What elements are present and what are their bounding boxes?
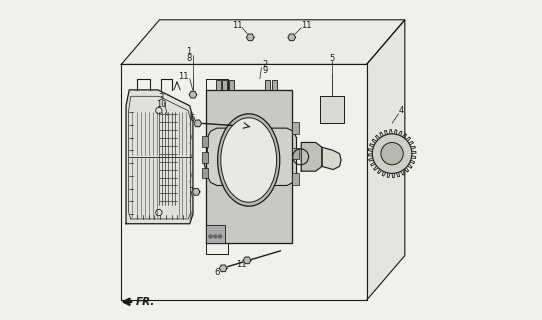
Bar [292, 148, 299, 159]
Bar [203, 168, 208, 179]
Text: 1: 1 [186, 47, 191, 56]
Bar [292, 173, 299, 185]
Text: 5: 5 [330, 53, 335, 62]
Text: 2: 2 [262, 60, 267, 69]
Bar [203, 152, 208, 163]
Text: 11: 11 [178, 72, 189, 81]
Bar [203, 136, 208, 147]
Circle shape [218, 234, 222, 239]
Polygon shape [288, 34, 295, 41]
Polygon shape [121, 20, 405, 64]
Polygon shape [194, 120, 202, 127]
Text: FR.: FR. [136, 297, 156, 307]
Text: 4: 4 [399, 106, 404, 115]
Circle shape [381, 142, 403, 165]
Bar [222, 80, 227, 90]
Text: 3: 3 [158, 93, 164, 102]
Text: 8: 8 [186, 53, 191, 62]
Bar [216, 80, 221, 90]
Polygon shape [192, 188, 200, 195]
Bar [205, 225, 225, 243]
Polygon shape [204, 128, 296, 186]
Polygon shape [301, 142, 322, 171]
Text: 6: 6 [189, 114, 195, 123]
Bar [272, 80, 277, 90]
Text: 6: 6 [214, 268, 220, 277]
Bar [265, 80, 270, 90]
Polygon shape [189, 92, 197, 98]
Bar [229, 80, 234, 90]
Text: 10: 10 [156, 100, 166, 109]
Text: 11: 11 [233, 21, 243, 30]
Circle shape [372, 134, 412, 173]
Polygon shape [366, 20, 405, 300]
Bar [320, 96, 344, 123]
Ellipse shape [218, 114, 280, 206]
Circle shape [213, 234, 217, 239]
Polygon shape [247, 34, 254, 41]
Text: 11: 11 [236, 260, 247, 269]
Polygon shape [126, 90, 193, 224]
Polygon shape [243, 257, 251, 264]
Polygon shape [205, 90, 292, 243]
Circle shape [208, 234, 212, 239]
Text: 11: 11 [301, 21, 311, 30]
Polygon shape [220, 265, 227, 272]
Bar [292, 123, 299, 134]
Polygon shape [322, 147, 341, 170]
Text: 9: 9 [262, 66, 267, 75]
Text: 7: 7 [188, 188, 193, 196]
Ellipse shape [221, 118, 276, 202]
